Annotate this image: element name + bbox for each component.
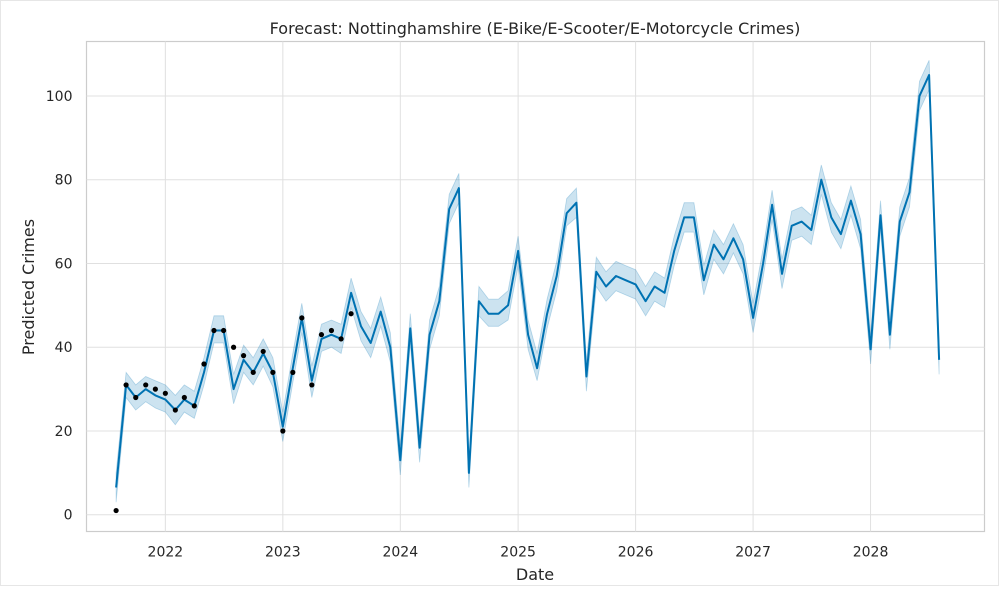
- observed-point: [270, 369, 276, 375]
- tick-label-layer: 0 20 40 60 80 100 2022 2023 2024 2025 2026 2027 2028: [46, 89, 889, 561]
- observed-point: [181, 394, 187, 401]
- observed-point: [221, 327, 227, 334]
- observed-point: [201, 361, 207, 367]
- x-axis-label: Date: [516, 565, 554, 584]
- observed-point: [113, 507, 119, 514]
- observed-point: [230, 344, 237, 350]
- forecast-line: [115, 74, 941, 488]
- observed-point: [260, 348, 266, 355]
- forecast-line-layer: [115, 74, 941, 488]
- y-axis-label: Predicted Crimes: [19, 219, 38, 355]
- y-tick-label: 40: [55, 340, 73, 356]
- y-tick-label: 20: [55, 424, 73, 440]
- x-tick-label: 2028: [853, 545, 889, 561]
- observed-point: [328, 327, 335, 334]
- observed-point: [172, 407, 178, 413]
- y-tick-label: 80: [55, 173, 73, 189]
- observed-points-layer: [113, 311, 354, 514]
- x-tick-label: 2023: [265, 545, 301, 561]
- x-tick-label: 2026: [618, 545, 654, 561]
- grid-layer: [86, 41, 985, 532]
- observed-point: [191, 403, 197, 409]
- observed-point: [318, 332, 325, 338]
- observed-point: [290, 369, 296, 375]
- x-tick-label: 2024: [382, 545, 418, 561]
- observed-point: [143, 382, 149, 388]
- observed-point: [162, 390, 168, 396]
- uncertainty-band: [115, 60, 940, 503]
- observed-point: [123, 382, 129, 388]
- observed-point: [348, 311, 354, 317]
- observed-point: [280, 428, 286, 434]
- plot-frame: [85, 40, 986, 533]
- x-tick-label: 2025: [500, 545, 536, 561]
- observed-point: [338, 336, 344, 342]
- chart-title: Forecast: Nottinghamshire (E-Bike/E-Scoo…: [270, 19, 801, 38]
- observed-point: [309, 382, 315, 388]
- y-tick-label: 0: [64, 508, 73, 524]
- uncertainty-band-layer: [115, 60, 940, 503]
- observed-point: [152, 386, 158, 392]
- x-tick-label: 2027: [735, 545, 771, 561]
- y-tick-label: 60: [55, 256, 73, 272]
- observed-point: [211, 327, 217, 334]
- x-tick-label: 2022: [148, 545, 184, 561]
- observed-point: [133, 394, 139, 401]
- observed-point: [299, 315, 305, 321]
- observed-point: [250, 369, 256, 375]
- y-tick-label: 100: [46, 89, 73, 105]
- observed-point: [240, 353, 247, 359]
